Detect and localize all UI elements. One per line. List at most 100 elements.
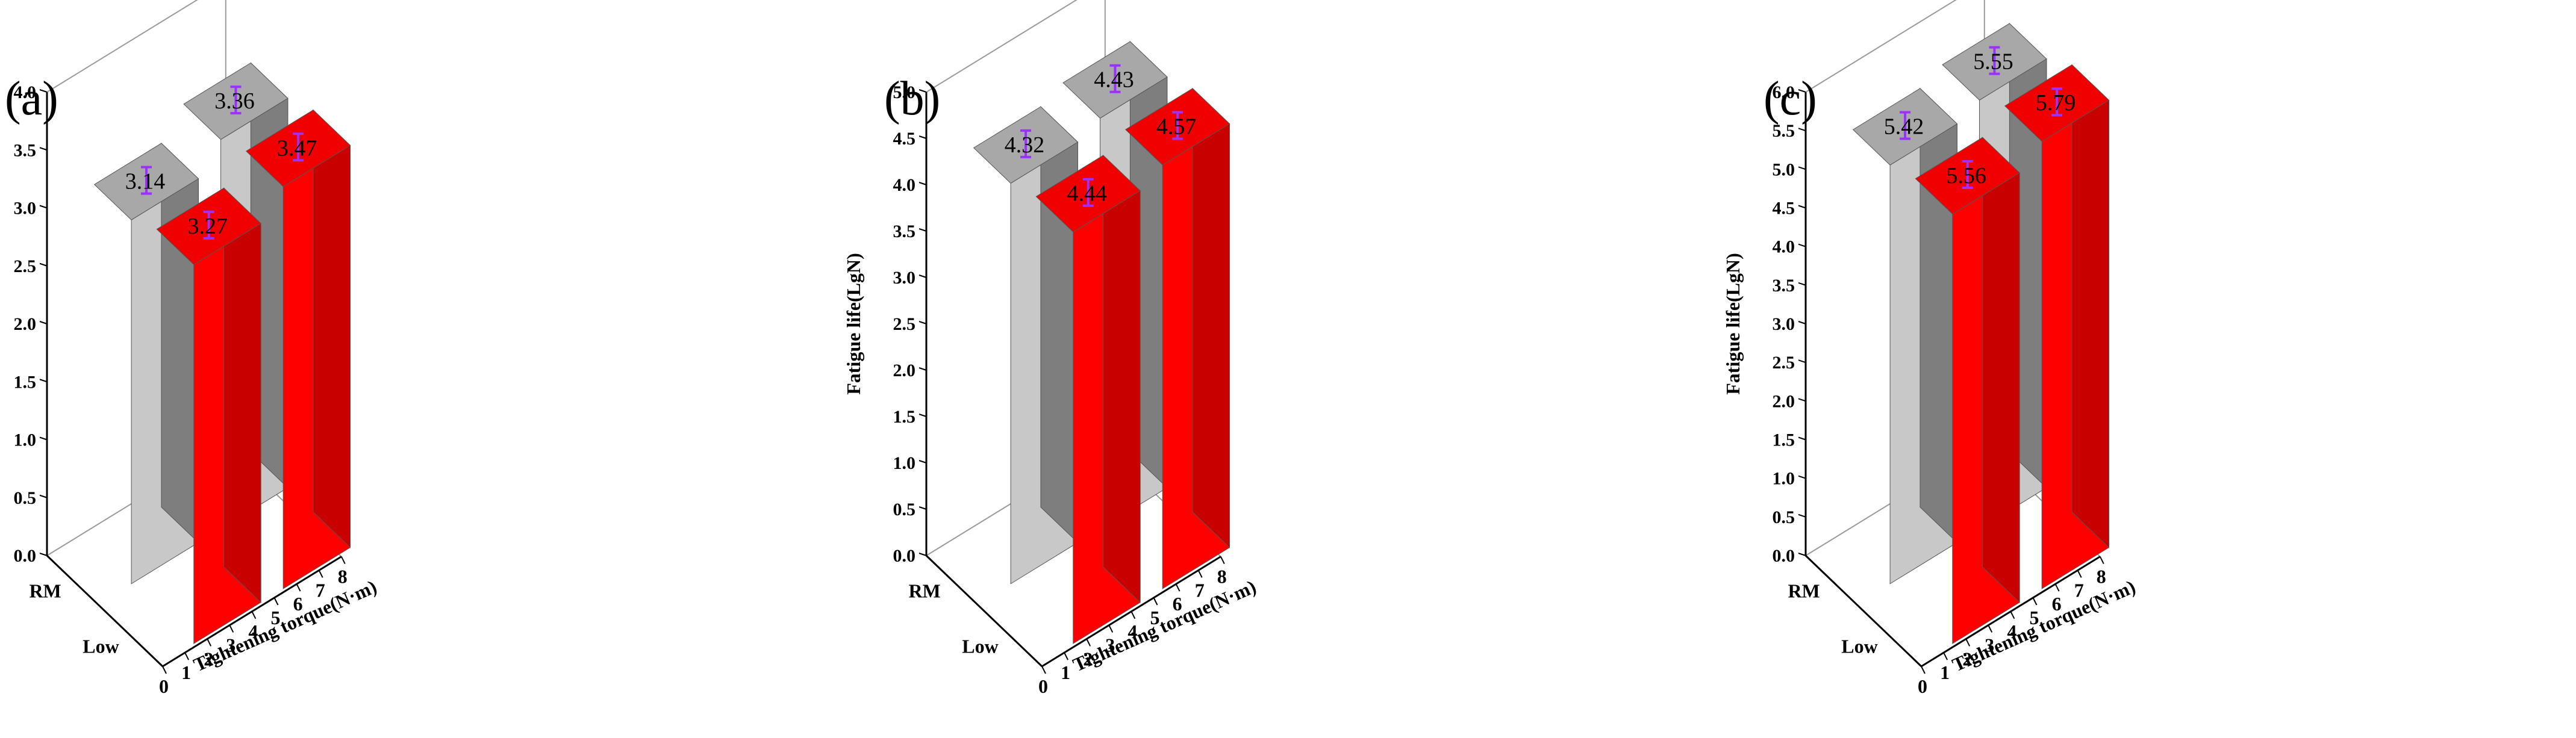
depth-axis	[1804, 554, 1923, 668]
y-tick-label: 2.5	[893, 314, 916, 334]
x-tick-mark	[1943, 652, 1948, 660]
x-tick-label: 8	[1217, 566, 1227, 588]
x-tick-label: 0	[1918, 675, 1927, 697]
x-tick-mark	[207, 638, 212, 647]
x-tick-label: 7	[316, 579, 325, 601]
y-tick-mark	[1798, 282, 1806, 286]
bar-low-side	[1103, 154, 1141, 603]
x-tick-label: 3	[1985, 634, 1994, 656]
depth-axis	[925, 554, 1043, 668]
y-tick-label: 5.0	[893, 82, 916, 102]
x-tick-mark	[296, 583, 301, 592]
y-tick-mark	[918, 414, 927, 417]
x-tick-label: 7	[1195, 579, 1205, 601]
y-tick-mark	[1798, 436, 1806, 441]
data-label: 3.36	[214, 88, 255, 114]
x-tick-label: 5	[271, 607, 281, 628]
x-tick-mark	[162, 666, 167, 674]
data-label: 3.47	[277, 135, 317, 161]
bar-low-side	[1982, 137, 2020, 603]
bar-rm-side	[161, 142, 199, 544]
x-tick-label: 2	[1083, 648, 1093, 669]
data-label: 5.42	[1884, 114, 1924, 140]
x-tick-label: 6	[2052, 593, 2062, 615]
y-tick-label: 5.0	[1773, 160, 1795, 179]
y-tick-mark	[1798, 398, 1806, 402]
y-tick-mark	[1798, 553, 1806, 556]
y-tick-mark	[918, 274, 927, 278]
x-tick-mark	[318, 569, 323, 578]
y-tick-label: 2.5	[1773, 353, 1795, 373]
y-tick-mark	[918, 321, 927, 324]
y-tick-label: 0.0	[14, 546, 37, 566]
y-tick-label: 0.5	[14, 488, 37, 508]
x-tick-mark	[1153, 597, 1158, 606]
x-tick-mark	[1220, 556, 1225, 565]
y-tick-label: 1.5	[14, 372, 37, 392]
x-tick-mark	[1175, 583, 1180, 592]
x-tick-label: 6	[1173, 593, 1182, 615]
x-tick-mark	[2077, 569, 2082, 578]
y-tick-label: 1.5	[1773, 430, 1795, 450]
x-tick-label: 2	[204, 648, 213, 669]
depth-axis	[46, 554, 164, 668]
x-tick-label: 8	[2097, 566, 2106, 588]
y-tick-label: 4.5	[1773, 199, 1795, 219]
x-tick-mark	[340, 556, 346, 565]
y-axis-title: Fatigue life(LgN)	[1722, 253, 1744, 395]
y-tick-mark	[1798, 359, 1806, 364]
x-tick-label: 4	[2007, 621, 2016, 642]
x-tick-mark	[1988, 625, 1993, 633]
y-tick-mark	[1798, 205, 1806, 209]
y-tick-mark	[39, 494, 48, 498]
y-tick-label: 2.0	[14, 314, 37, 334]
data-label: 4.43	[1094, 67, 1134, 93]
y-tick-mark	[1798, 89, 1806, 93]
x-tick-label: 1	[1061, 662, 1070, 683]
y-tick-label: 4.0	[1773, 237, 1795, 257]
x-tick-mark	[2099, 556, 2104, 565]
y-tick-mark	[1798, 321, 1806, 324]
x-tick-mark	[1921, 666, 1926, 674]
y-tick-mark	[39, 262, 48, 267]
y-tick-mark	[918, 182, 927, 185]
y-tick-mark	[918, 228, 927, 232]
y-tick-label: 0.0	[1773, 546, 1795, 566]
y-tick-label: 3.0	[893, 268, 916, 288]
x-tick-label: 1	[1940, 662, 1950, 683]
bar-low-side	[2071, 64, 2110, 548]
category-label: RM	[908, 580, 940, 602]
y-tick-mark	[1798, 513, 1806, 518]
x-tick-label: 5	[1150, 607, 1160, 628]
bar-low-side	[313, 109, 351, 548]
x-tick-mark	[184, 652, 189, 660]
category-label: Low	[1841, 636, 1877, 657]
y-tick-mark	[918, 135, 927, 139]
y-tick-mark	[1798, 128, 1806, 132]
chart-panel-c: 0.0 0.5 1.0 1.5 2.0 2.5 3.0 3.5 4.0 4.5 5.0 5.5 6.0 0…	[1722, 0, 2139, 697]
y-tick-mark	[39, 553, 48, 556]
y-tick-mark	[39, 147, 48, 151]
y-tick-label: 0.0	[893, 546, 916, 566]
chart-panel-b: 0.0 0.5 1.0 1.5 2.0 2.5 3.0 3.5 4.0 4.5 5.0 0123456…	[843, 0, 1259, 697]
x-tick-label: 3	[1105, 634, 1115, 656]
category-label: RM	[29, 580, 61, 602]
data-label: 4.32	[1005, 132, 1045, 158]
x-tick-label: 4	[1127, 621, 1137, 642]
y-tick-mark	[918, 89, 927, 93]
x-tick-mark	[2032, 597, 2038, 606]
y-tick-mark	[918, 553, 927, 556]
x-tick-mark	[1064, 652, 1068, 660]
panel-label: (b)	[884, 72, 940, 125]
y-tick-label: 3.0	[1773, 314, 1795, 334]
y-tick-label: 5.5	[1773, 121, 1795, 141]
y-tick-label: 4.0	[893, 175, 916, 195]
x-tick-mark	[1108, 625, 1114, 633]
x-tick-label: 2	[1962, 648, 1972, 669]
y-tick-mark	[39, 436, 48, 441]
x-tick-label: 0	[159, 675, 169, 697]
y-tick-mark	[918, 367, 927, 371]
category-label: Low	[83, 636, 119, 657]
y-tick-label: 3.0	[14, 199, 37, 219]
